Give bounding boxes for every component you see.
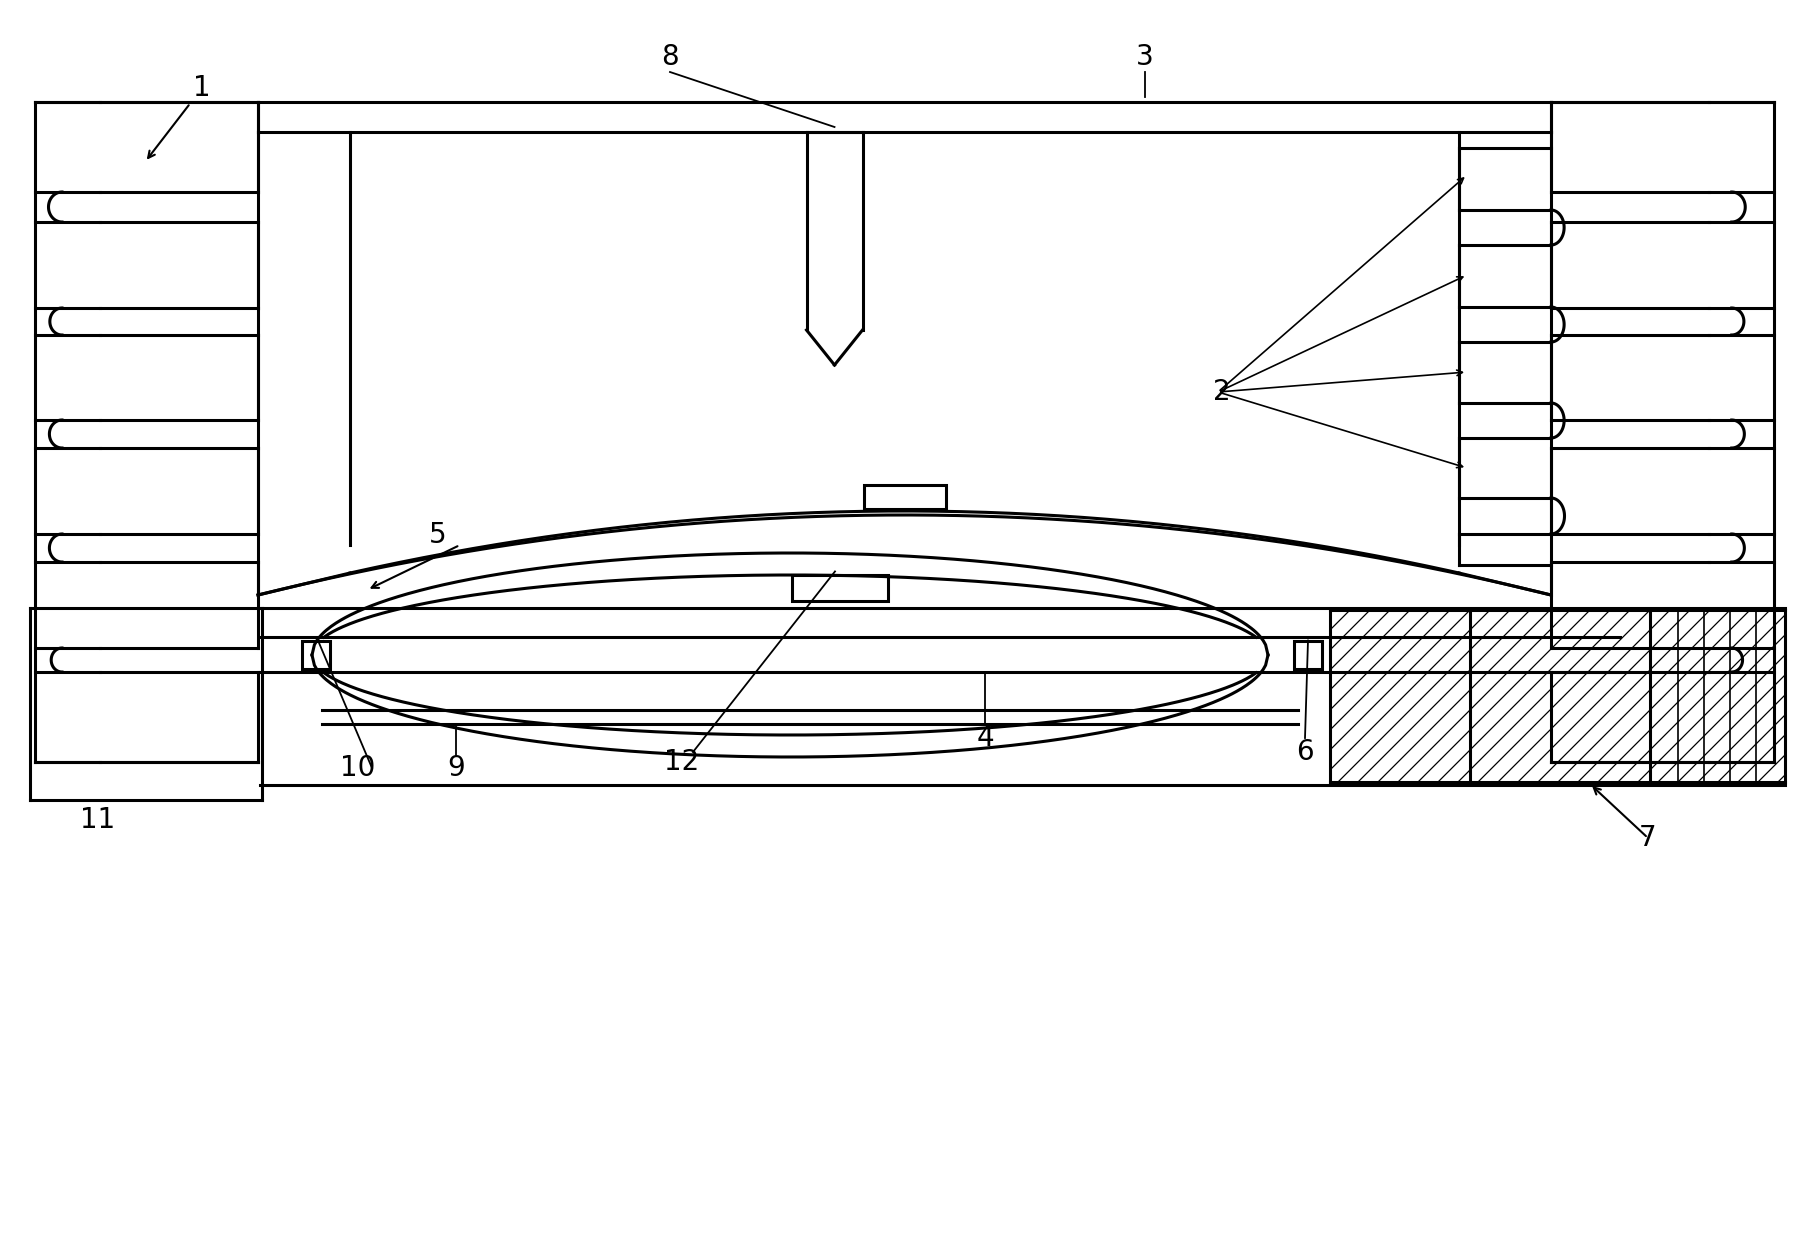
Text: 8: 8 [660, 44, 678, 71]
Bar [1293, 640, 1322, 669]
Text: 10: 10 [340, 754, 376, 782]
Text: 12: 12 [664, 748, 700, 776]
Bar [792, 575, 888, 601]
Text: 7: 7 [1639, 824, 1657, 852]
Text: 11: 11 [80, 806, 116, 834]
Text: 3: 3 [1136, 44, 1154, 71]
Bar [863, 486, 946, 509]
Text: 9: 9 [447, 754, 465, 782]
Text: 6: 6 [1297, 738, 1313, 766]
Text: 2: 2 [1214, 378, 1230, 406]
Text: 1: 1 [148, 73, 212, 158]
Bar [302, 640, 329, 669]
Text: 4: 4 [977, 725, 993, 752]
Text: 5: 5 [429, 520, 447, 549]
